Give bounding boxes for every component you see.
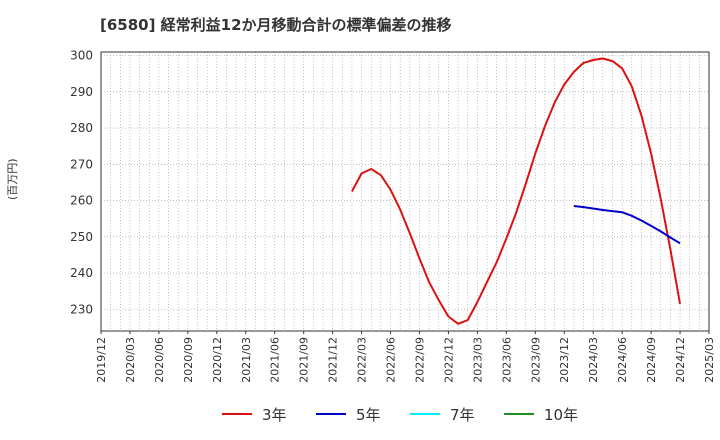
x-tick-label: 2023/09 xyxy=(529,337,542,383)
x-tick-label: 2020/12 xyxy=(211,337,224,383)
y-tick-label: 250 xyxy=(70,230,93,244)
x-tick-label: 2023/12 xyxy=(558,337,571,383)
x-tick-label: 2021/12 xyxy=(327,337,340,383)
legend-swatch xyxy=(504,413,534,415)
x-tick-label: 2021/06 xyxy=(269,337,282,383)
x-tick-label: 2021/09 xyxy=(298,337,311,383)
series-line-5年 xyxy=(573,205,681,245)
x-tick-label: 2023/03 xyxy=(471,337,484,383)
x-tick-label: 2022/06 xyxy=(385,337,398,383)
x-tick-label: 2020/09 xyxy=(182,337,195,383)
x-tick-label: 2022/09 xyxy=(413,337,426,383)
x-tick-label: 2022/12 xyxy=(442,337,455,383)
series-line-3年 xyxy=(351,57,681,325)
x-tick-label: 2020/03 xyxy=(124,337,137,383)
x-tick-label: 2023/06 xyxy=(500,337,513,383)
line-chart: 230 240 250 260 270 280 290 300 2019/12 2020/03 20… xyxy=(70,49,716,383)
x-tick-label: 2019/12 xyxy=(95,337,108,383)
legend: 3年 5年 7年 10年 xyxy=(0,402,720,426)
y-tick-label: 230 xyxy=(70,302,93,316)
legend-label: 3年 xyxy=(262,405,287,424)
chart-title: [6580] 経常利益12か月移動合計の標準偏差の推移 xyxy=(100,16,452,34)
y-tick-label: 300 xyxy=(70,49,93,63)
legend-label: 5年 xyxy=(356,405,381,424)
legend-label: 7年 xyxy=(450,405,475,424)
x-tick-label: 2024/09 xyxy=(645,337,658,383)
plot-area xyxy=(101,52,709,331)
legend-item: 7年 xyxy=(410,402,475,426)
legend-swatch xyxy=(316,413,346,415)
x-tick-label: 2025/03 xyxy=(703,337,716,383)
y-tick-label: 290 xyxy=(70,85,93,99)
y-tick-label: 280 xyxy=(70,121,93,135)
x-tick-label: 2021/03 xyxy=(240,337,253,383)
x-tick-label: 2022/03 xyxy=(356,337,369,383)
x-tick-label: 2020/06 xyxy=(153,337,166,383)
y-tick-label: 240 xyxy=(70,266,93,280)
x-tick-label: 2024/03 xyxy=(587,337,600,383)
legend-swatch xyxy=(222,413,252,415)
legend-label: 10年 xyxy=(544,405,579,424)
x-tick-label: 2024/12 xyxy=(674,337,687,383)
y-tick-label: 260 xyxy=(70,194,93,208)
legend-item: 5年 xyxy=(316,402,381,426)
y-tick-label: 270 xyxy=(70,157,93,171)
plot-frame xyxy=(100,51,710,332)
legend-item: 10年 xyxy=(504,402,578,426)
x-tick-label: 2024/06 xyxy=(616,337,629,383)
legend-item: 3年 xyxy=(222,402,287,426)
legend-swatch xyxy=(410,413,440,415)
